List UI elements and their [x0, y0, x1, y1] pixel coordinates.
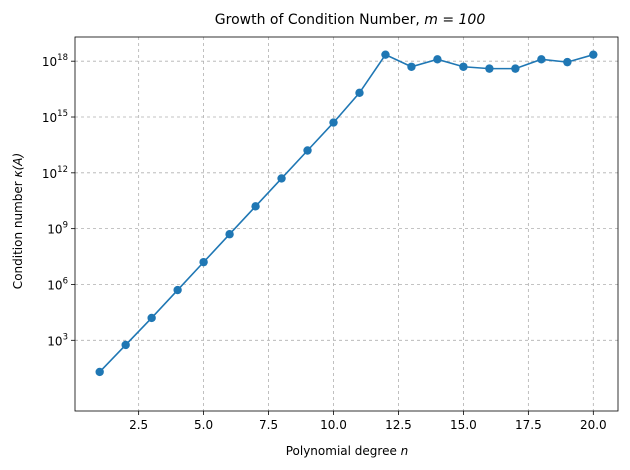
x-tick-label: 20.0	[580, 418, 607, 432]
chart-title-prefix: Growth of Condition Number,	[215, 12, 424, 28]
data-point	[147, 313, 156, 323]
data-point	[199, 257, 208, 267]
data-point	[95, 367, 104, 377]
grid	[75, 37, 618, 411]
data-point	[381, 50, 390, 59]
series-line	[99, 53, 594, 373]
y-tick-label: 106	[47, 276, 68, 292]
data-point	[173, 285, 182, 295]
x-axis-label: Polynomial degree n	[286, 444, 409, 458]
data-point	[589, 50, 598, 59]
data-point	[251, 202, 260, 211]
data-point	[485, 64, 494, 73]
x-tick-label: 10.0	[320, 418, 347, 432]
x-axis-label-math: n	[401, 444, 409, 458]
x-axis-ticks: 2.5 5.0 7.5 10.0 12.5 15.0 17.5 20.0	[129, 411, 607, 432]
chart-title: Growth of Condition Number, m = 100	[215, 12, 486, 28]
series-layer	[95, 50, 598, 377]
data-point	[121, 340, 130, 350]
x-tick-label: 2.5	[129, 418, 148, 432]
data-point	[225, 230, 234, 239]
data-point	[303, 146, 312, 155]
data-point	[407, 62, 416, 71]
x-tick-label: 17.5	[515, 418, 542, 432]
plot-frame	[74, 36, 619, 412]
data-point	[277, 174, 286, 183]
data-point	[563, 57, 572, 67]
y-axis-label-math: κ(A)	[11, 153, 25, 178]
data-point	[511, 64, 520, 73]
y-axis-label: Condition number κ(A)	[11, 153, 25, 289]
x-tick-label: 12.5	[385, 418, 412, 432]
x-axis-label-prefix: Polynomial degree	[286, 444, 401, 458]
data-point	[537, 55, 546, 64]
y-tick-label: 1018	[42, 53, 68, 69]
x-tick-label: 7.5	[259, 418, 278, 432]
chart-title-math: m = 100	[424, 12, 485, 28]
data-point	[459, 62, 468, 71]
y-tick-label: 1015	[42, 109, 68, 125]
x-tick-label: 5.0	[194, 418, 213, 432]
y-tick-label: 109	[47, 221, 68, 237]
x-tick-label: 15.0	[450, 418, 477, 432]
y-axis-ticks: 103 106 109 1012 1015 1018	[42, 53, 75, 348]
y-tick-label: 103	[47, 332, 68, 348]
data-point	[355, 88, 364, 98]
data-point	[329, 118, 338, 127]
data-point	[433, 55, 442, 64]
y-tick-label: 1012	[42, 165, 68, 181]
y-axis-label-prefix: Condition number	[11, 177, 25, 289]
